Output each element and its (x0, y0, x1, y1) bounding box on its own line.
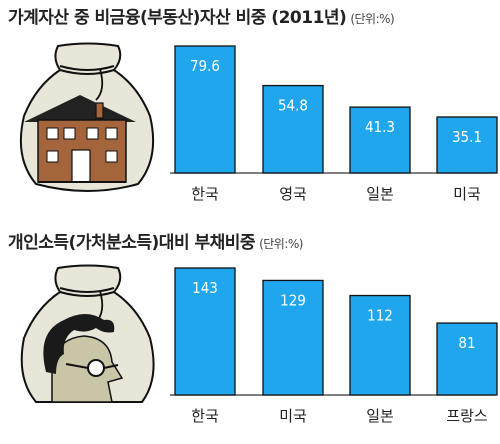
chart1-title: 가계자산 중 비금융(부동산)자산 비중 (2011년) (8, 8, 347, 28)
chart1-bars: 79.6 한국 54.8 영국 41.3 일본 35.1 미국 (174, 45, 498, 203)
bar-value-label: 41.3 (365, 118, 395, 136)
bar-1-1 (174, 45, 236, 174)
bar-value-label: 112 (367, 307, 393, 325)
money-bag-man-icon (20, 264, 155, 403)
bar-1-3 (349, 106, 411, 174)
bar-2-3 (349, 294, 411, 396)
bar-2-4 (436, 322, 498, 396)
category-label: 영국 (279, 185, 307, 203)
chart1-unit: (단위:%) (350, 12, 395, 26)
chart2-title-block: 개인소득(가처분소득)대비 부채비중 (단위:%) (8, 228, 303, 253)
category-label: 일본 (366, 407, 394, 425)
bar-value-label: 81 (458, 334, 475, 352)
chart2-unit: (단위:%) (259, 237, 303, 251)
category-label: 한국 (191, 407, 219, 425)
category-label: 일본 (366, 185, 394, 203)
category-label: 미국 (453, 185, 481, 203)
bar-value-label: 129 (280, 291, 306, 309)
bar-2-1 (174, 267, 236, 396)
bar-value-label: 79.6 (190, 57, 220, 75)
bar-value-label: 35.1 (452, 128, 482, 146)
category-label: 미국 (279, 407, 307, 425)
money-bag-house-icon (19, 42, 155, 192)
bar-1-2 (262, 84, 324, 174)
chart1: 79.6 한국 54.8 영국 41.3 일본 35.1 미국 (19, 42, 498, 203)
bar-value-label: 54.8 (278, 97, 308, 115)
bar-value-label: 143 (192, 279, 218, 297)
category-label: 한국 (191, 185, 219, 203)
category-label: 프랑스 (446, 407, 488, 425)
chart1-title-block: 가계자산 중 비금융(부동산)자산 비중 (2011년) (단위:%) (8, 3, 395, 28)
chart2: 143 한국 129 미국 112 일본 81 프랑스 (20, 264, 498, 425)
chart2-title: 개인소득(가처분소득)대비 부채비중 (8, 233, 256, 253)
bar-1-4 (436, 116, 498, 174)
bar-2-2 (262, 279, 324, 396)
chart2-bars: 143 한국 129 미국 112 일본 81 프랑스 (174, 267, 498, 425)
